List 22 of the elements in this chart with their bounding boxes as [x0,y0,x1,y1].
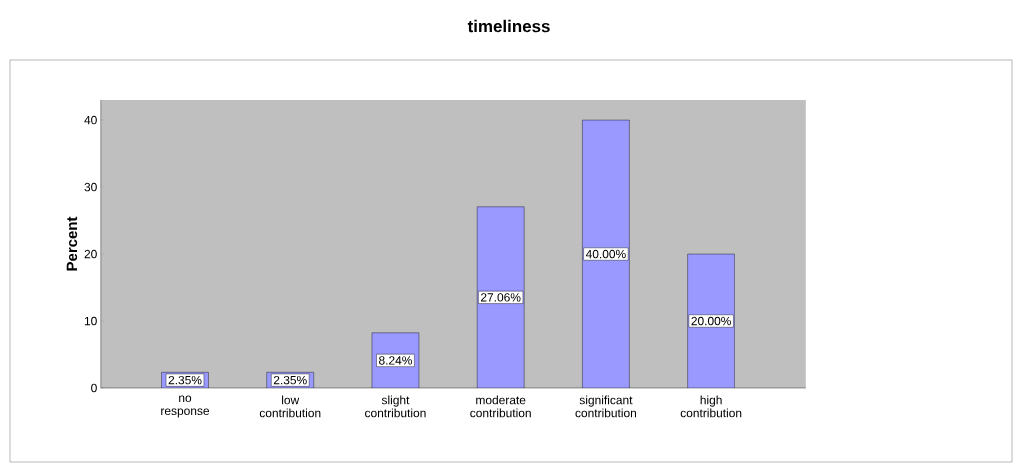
x-tick-label: moderate contribution [470,395,531,418]
x-tick-label: no response [161,395,210,418]
bar [477,206,525,388]
data-label: 8.24% [379,356,412,365]
x-tick-label: slight contribution [365,395,426,418]
x-tick-label: high contribution [680,395,742,418]
bar [687,253,735,388]
chart-title: timeliness [467,19,550,33]
data-label: 20.00% [691,316,731,326]
bar [582,120,630,388]
y-tick-label: 30 [84,182,97,192]
y-axis-title: Percent [66,216,78,271]
y-tick-label: 20 [84,249,97,259]
data-label: 27.06% [481,293,521,302]
y-tick-label: 10 [84,316,97,326]
x-tick-label: low contribution [259,395,321,418]
x-tick-label: significant contribution [575,395,637,418]
data-label: 2.35% [168,375,202,385]
data-label: 2.35% [273,375,307,385]
y-tick-label: 0 [91,383,97,393]
data-label: 40.00% [585,249,626,259]
y-tick-label: 40 [84,115,97,125]
